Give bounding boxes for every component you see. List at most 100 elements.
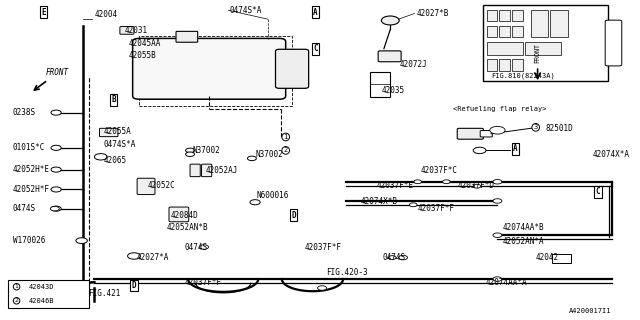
Bar [512, 59, 523, 71]
Circle shape [51, 206, 61, 211]
Text: 42052AN*B: 42052AN*B [167, 223, 209, 232]
Bar [486, 42, 523, 55]
Circle shape [381, 16, 399, 25]
Text: 42052AJ: 42052AJ [205, 166, 237, 175]
Text: 1: 1 [284, 134, 288, 140]
Text: 42037F*F: 42037F*F [418, 204, 454, 213]
Bar [486, 10, 497, 21]
Text: 0238S: 0238S [13, 108, 36, 117]
Text: A4200017I1: A4200017I1 [568, 308, 611, 314]
FancyBboxPatch shape [190, 164, 200, 177]
Text: 2: 2 [284, 148, 288, 153]
Text: 42046B: 42046B [29, 298, 54, 304]
Text: 42074X*B: 42074X*B [360, 197, 397, 206]
FancyBboxPatch shape [176, 31, 198, 42]
Bar [486, 59, 497, 71]
Bar [550, 10, 568, 37]
Text: 42065: 42065 [103, 156, 127, 164]
Text: 42052AN*A: 42052AN*A [502, 237, 544, 246]
FancyBboxPatch shape [169, 207, 189, 222]
Circle shape [410, 203, 417, 207]
Bar [370, 72, 390, 97]
Circle shape [317, 286, 326, 290]
Text: N600016: N600016 [257, 191, 289, 200]
Text: 42074X*A: 42074X*A [593, 150, 630, 159]
Text: 42072J: 42072J [400, 60, 428, 69]
Bar [512, 10, 523, 21]
Text: 42052H*F: 42052H*F [13, 185, 50, 194]
Circle shape [51, 145, 61, 150]
Text: 3: 3 [534, 124, 538, 130]
Text: 42084D: 42084D [171, 212, 198, 220]
Circle shape [493, 199, 502, 203]
Circle shape [200, 245, 209, 249]
Text: N37002: N37002 [255, 150, 283, 159]
Bar [531, 10, 548, 37]
Text: 42055A: 42055A [103, 127, 131, 136]
FancyBboxPatch shape [378, 51, 401, 62]
Text: 42074AA*B: 42074AA*B [502, 223, 544, 232]
Text: 42045AA: 42045AA [129, 39, 161, 48]
Circle shape [127, 253, 140, 259]
Circle shape [186, 148, 195, 153]
FancyBboxPatch shape [275, 49, 308, 88]
FancyBboxPatch shape [137, 178, 155, 195]
Text: 42037F*C: 42037F*C [421, 166, 458, 175]
Text: D: D [132, 281, 136, 290]
Bar [552, 254, 571, 263]
Text: 42042: 42042 [536, 253, 559, 262]
Circle shape [399, 255, 408, 260]
Circle shape [186, 152, 195, 156]
Circle shape [51, 187, 61, 192]
Text: 0474S: 0474S [13, 204, 36, 213]
Text: C: C [314, 44, 318, 53]
FancyBboxPatch shape [480, 131, 492, 137]
Text: 42031: 42031 [124, 26, 147, 35]
Bar [486, 26, 497, 37]
Text: 42074AA*A: 42074AA*A [486, 278, 527, 287]
Text: 0474S: 0474S [383, 253, 406, 262]
Circle shape [248, 156, 257, 161]
Text: 2: 2 [15, 298, 19, 303]
Text: W170026: W170026 [13, 236, 45, 245]
Text: 42027*A: 42027*A [137, 253, 170, 262]
Bar [139, 36, 292, 106]
Circle shape [76, 238, 88, 244]
Text: 42055B: 42055B [129, 51, 157, 60]
Circle shape [94, 154, 107, 160]
Bar [499, 26, 510, 37]
Text: 0101S*C: 0101S*C [13, 143, 45, 152]
Text: 0474S: 0474S [185, 243, 208, 252]
FancyBboxPatch shape [132, 38, 285, 99]
Text: 42035: 42035 [381, 86, 404, 95]
Bar [512, 26, 523, 37]
Bar [483, 5, 608, 81]
Circle shape [493, 180, 502, 184]
Circle shape [51, 206, 60, 211]
Text: N37002: N37002 [193, 146, 220, 155]
Text: FRONT: FRONT [534, 43, 541, 63]
Bar [499, 59, 510, 71]
Text: 0474S*A: 0474S*A [103, 140, 136, 149]
FancyBboxPatch shape [120, 27, 134, 34]
Text: 1: 1 [15, 284, 19, 289]
Text: FIG.421: FIG.421 [88, 289, 120, 298]
Text: 42052C: 42052C [148, 181, 176, 190]
Bar [8, 280, 90, 308]
Text: <Refueling flap relay>: <Refueling flap relay> [452, 107, 547, 112]
FancyBboxPatch shape [605, 20, 622, 66]
Text: A: A [513, 144, 518, 153]
Text: C: C [596, 188, 600, 196]
Text: FIG.810(82243A): FIG.810(82243A) [491, 73, 555, 79]
Bar [525, 42, 561, 55]
Text: 42037F*E: 42037F*E [376, 181, 413, 190]
Circle shape [414, 180, 422, 184]
Text: E: E [41, 8, 45, 17]
Circle shape [473, 147, 486, 154]
Circle shape [490, 126, 505, 134]
Text: 42043D: 42043D [29, 284, 54, 290]
Text: FRONT: FRONT [46, 68, 69, 77]
Bar [499, 10, 510, 21]
Text: 42037F*F: 42037F*F [305, 243, 342, 252]
FancyBboxPatch shape [457, 128, 483, 139]
